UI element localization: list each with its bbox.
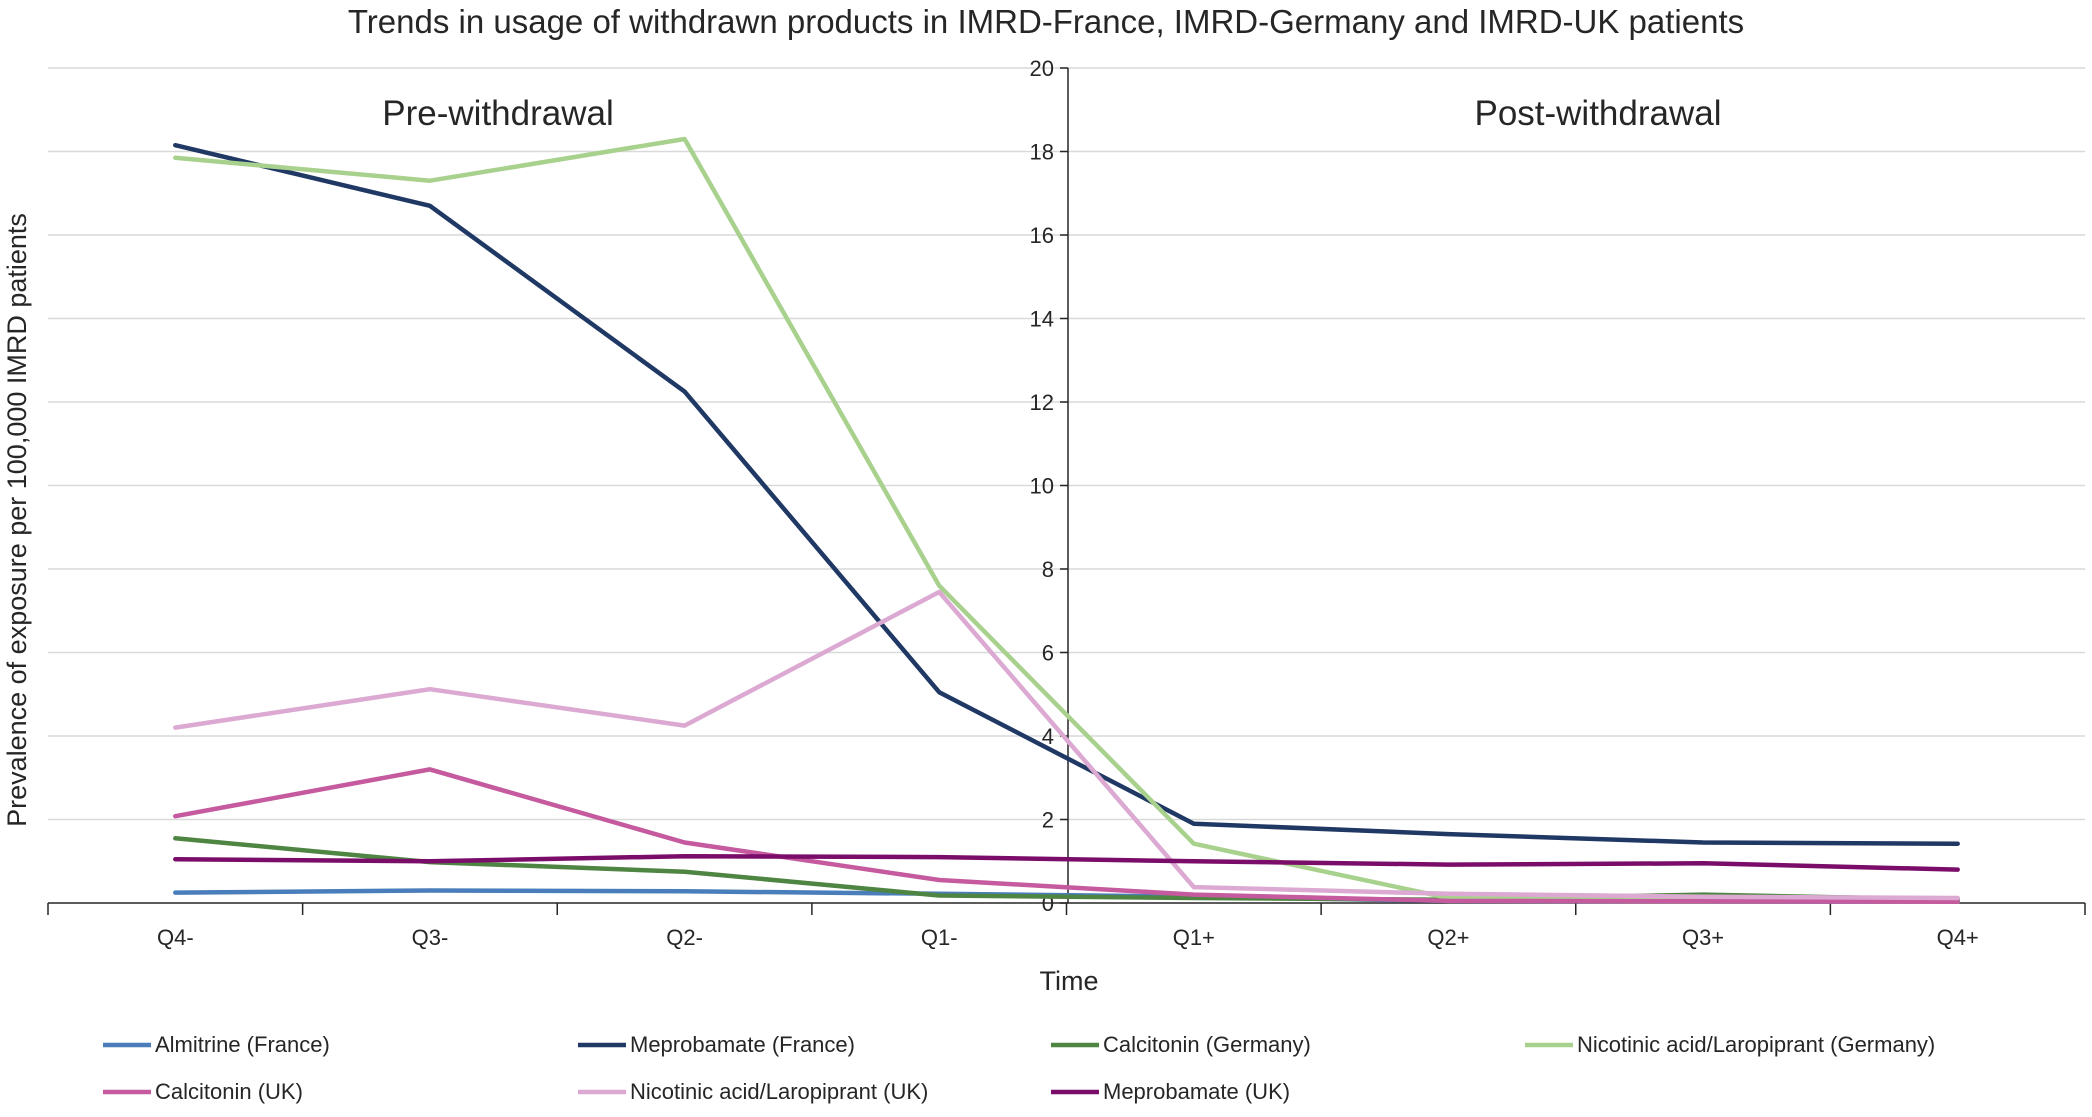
series-line (173, 142, 1960, 846)
x-tick-label: Q1- (921, 925, 958, 950)
y-tick-label: 4 (1042, 724, 1054, 749)
series-line (173, 767, 1960, 904)
y-tick-label: 18 (1030, 140, 1054, 165)
y-tick-label: 12 (1030, 390, 1054, 415)
x-axis-title: Time (1040, 966, 1099, 996)
gridlines (48, 67, 2085, 821)
region-label-post: Post-withdrawal (1474, 94, 1721, 133)
legend-label: Almitrine (France) (155, 1032, 330, 1057)
y-tick-label: 8 (1042, 557, 1054, 582)
y-tick-label: 16 (1030, 223, 1054, 248)
legend-label: Nicotinic acid/Laropiprant (UK) (630, 1079, 928, 1104)
x-tick-label: Q4+ (1937, 925, 1979, 950)
series-lines (173, 136, 1960, 904)
legend-label: Nicotinic acid/Laropiprant (Germany) (1577, 1032, 1935, 1057)
series-line (173, 589, 1960, 901)
y-tick-label: 2 (1042, 808, 1054, 833)
series-line (173, 853, 1960, 872)
x-tick-label: Q3+ (1682, 925, 1724, 950)
series-line (173, 136, 1960, 904)
x-tick-label: Q3- (412, 925, 449, 950)
legend-label: Meprobamate (France) (630, 1032, 855, 1057)
legend-label: Calcitonin (UK) (155, 1079, 303, 1104)
y-axis-title: Prevalence of exposure per 100,000 IMRD … (2, 213, 32, 827)
chart-title: Trends in usage of withdrawn products in… (348, 3, 1744, 40)
x-tick-label: Q4- (157, 925, 194, 950)
y-tick-label: 14 (1030, 307, 1054, 332)
region-label-pre: Pre-withdrawal (382, 94, 613, 133)
legend: Almitrine (France) Meprobamate (France) Ca… (103, 1032, 1935, 1104)
x-axis-ticks: Q4- Q3- Q2- Q1- Q1+ Q2+ Q3+ Q4+ (47, 903, 2086, 950)
x-tick-label: Q1+ (1173, 925, 1215, 950)
y-tick-label: 20 (1030, 56, 1054, 81)
legend-label: Calcitonin (Germany) (1103, 1032, 1311, 1057)
x-tick-label: Q2- (666, 925, 703, 950)
legend-label: Meprobamate (UK) (1103, 1079, 1290, 1104)
x-tick-label: Q2+ (1427, 925, 1469, 950)
y-tick-label: 10 (1030, 474, 1054, 499)
y-tick-label: 6 (1042, 641, 1054, 666)
